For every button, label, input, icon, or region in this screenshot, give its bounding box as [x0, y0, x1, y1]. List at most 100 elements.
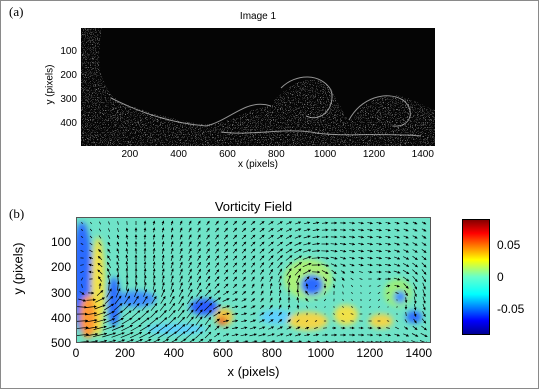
velocity-vector	[152, 227, 156, 233]
colorbar	[462, 219, 490, 335]
velocity-vector	[170, 254, 174, 262]
velocity-vector	[285, 241, 293, 247]
velocity-vector	[376, 235, 382, 239]
velocity-vector	[341, 277, 345, 281]
velocity-vector	[104, 296, 114, 304]
velocity-vector	[111, 325, 125, 331]
velocity-vector	[376, 256, 383, 260]
velocity-vector	[321, 256, 330, 260]
velocity-vector	[97, 262, 103, 268]
velocity-vector	[333, 313, 335, 315]
velocity-vector	[214, 332, 220, 338]
velocity-vector	[142, 295, 148, 304]
velocity-vector	[170, 220, 174, 226]
velocity-vector	[131, 310, 141, 318]
velocity-vector	[268, 319, 274, 323]
velocity-vector	[340, 263, 346, 267]
velocity-vector	[195, 309, 203, 319]
velocity-vector	[161, 227, 165, 233]
velocity-vector	[351, 284, 353, 288]
velocity-vector	[412, 228, 418, 232]
velocity-vector	[413, 318, 417, 324]
velocity-vector	[149, 317, 159, 325]
velocity-vector	[152, 234, 156, 240]
velocity-vector	[258, 326, 266, 330]
velocity-vector	[188, 268, 192, 276]
velocity-vector	[89, 235, 93, 239]
velocity-vector	[294, 248, 302, 254]
velocity-vector	[278, 304, 282, 310]
velocity-vector	[311, 256, 321, 260]
velocity-vector	[385, 284, 391, 288]
velocity-vector	[358, 221, 364, 225]
velocity-vector	[158, 324, 168, 332]
cb-tick: -0.05	[497, 302, 525, 317]
velocity-vector	[402, 276, 410, 282]
velocity-vector	[393, 277, 401, 281]
x-tickB: 600	[212, 346, 233, 360]
x-tickA: 1400	[411, 149, 434, 160]
velocity-vector	[358, 256, 364, 260]
velocity-vector	[124, 288, 130, 298]
velocity-vector	[231, 312, 239, 316]
velocity-vector	[205, 269, 211, 275]
velocity-vector	[134, 274, 138, 283]
velocity-vector	[394, 284, 400, 288]
velocity-vector	[104, 303, 115, 311]
velocity-vector	[413, 296, 417, 304]
y-tickA: 400	[60, 118, 77, 130]
velocity-vector	[249, 333, 257, 337]
velocity-vector	[259, 262, 265, 268]
velocity-vector	[232, 241, 238, 247]
velocity-vector	[203, 303, 213, 311]
velocity-vector	[251, 290, 255, 296]
cb-tick: 0	[497, 270, 504, 284]
velocity-vector	[224, 220, 228, 226]
velocity-vector	[277, 241, 283, 247]
velocity-vector	[340, 256, 347, 260]
velocity-vector	[358, 242, 365, 246]
velocity-vector	[167, 324, 177, 332]
velocity-vector	[412, 242, 418, 246]
velocity-vector	[259, 234, 265, 240]
velocity-vector	[251, 283, 255, 289]
velocity-vector	[103, 318, 116, 324]
velocity-vector	[278, 297, 282, 303]
velocity-vector	[277, 326, 283, 330]
velocity-vector	[107, 255, 111, 261]
velocity-vector	[304, 333, 311, 337]
velocity-vector	[277, 221, 283, 225]
velocity-vector	[250, 227, 256, 233]
velocity-vector	[250, 248, 256, 254]
velocity-vector	[222, 298, 230, 302]
velocity-vector	[387, 298, 389, 302]
velocity-vector	[224, 227, 228, 233]
velocity-vector	[385, 221, 391, 225]
velocity-vector	[206, 220, 210, 226]
velocity-vector	[295, 221, 302, 225]
velocity-vector	[188, 227, 192, 233]
velocity-vector	[161, 275, 165, 283]
velocity-vector	[139, 324, 151, 332]
velocity-vector	[421, 242, 427, 246]
velocity-vector	[241, 248, 247, 254]
velocity-vector	[241, 220, 247, 226]
velocity-vector	[287, 319, 291, 323]
velocity-vector	[168, 302, 176, 312]
velocity-vector	[405, 312, 407, 316]
velocity-vector	[259, 255, 265, 261]
velocity-vector	[108, 221, 110, 225]
velocity-vector	[179, 282, 183, 290]
velocity-vector	[342, 291, 344, 295]
velocity-vector	[269, 275, 273, 283]
velocity-vector	[241, 234, 247, 240]
velocity-vector	[178, 288, 184, 297]
velocity-vector	[358, 271, 364, 273]
velocity-vector	[377, 291, 381, 295]
velocity-vector	[188, 282, 192, 290]
velocity-vector	[139, 331, 151, 339]
velocity-vector	[403, 249, 409, 253]
velocity-vector	[314, 320, 318, 322]
velocity-vector	[268, 234, 274, 240]
velocity-vector	[143, 274, 147, 283]
